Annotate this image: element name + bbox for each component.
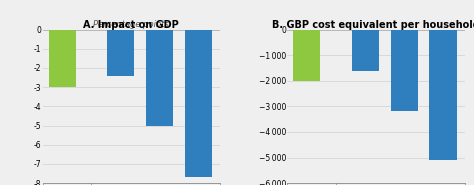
Text: Percentage points: Percentage points <box>93 20 169 29</box>
Bar <box>352 30 379 70</box>
Title: A. Impact on GDP: A. Impact on GDP <box>83 20 179 30</box>
Bar <box>146 30 173 126</box>
Bar <box>429 30 457 160</box>
Bar <box>293 30 320 81</box>
Bar <box>185 30 212 177</box>
Bar <box>391 30 418 112</box>
Bar <box>107 30 134 76</box>
Title: B. GBP cost equivalent per household: B. GBP cost equivalent per household <box>272 20 474 30</box>
Bar <box>48 30 76 87</box>
